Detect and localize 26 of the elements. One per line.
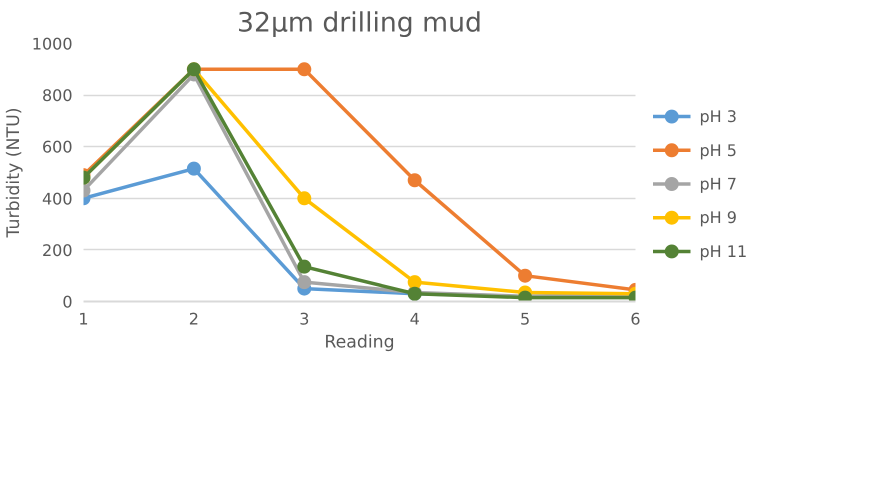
y-tick-label: 200 [42, 240, 73, 260]
legend-label: pH 11 [700, 242, 748, 261]
point [297, 275, 312, 290]
y-tick-label: 1000 [32, 34, 72, 54]
x-tick-label: 1 [78, 310, 89, 328]
point [297, 62, 312, 76]
chart-title: 32μm drilling mud [237, 8, 482, 38]
legend-label: pH 5 [700, 140, 737, 160]
y-tick-label: 800 [42, 86, 73, 106]
y-axis-title: Turbidity (NTU) [4, 107, 24, 238]
x-axis-title: Reading [324, 332, 395, 352]
x-tick-label: 6 [630, 310, 641, 328]
legend-label: pH 9 [700, 208, 737, 228]
point [297, 260, 312, 274]
x-tick-label: 3 [299, 310, 310, 328]
legend-label: pH 7 [700, 174, 737, 194]
legend-label: pH 3 [700, 107, 737, 126]
y-tick-label: 0 [62, 292, 73, 312]
x-tick-label: 4 [410, 310, 420, 328]
x-tick-label: 5 [520, 310, 530, 328]
point [297, 191, 312, 206]
y-tick-label: 400 [42, 189, 73, 208]
y-tick-label: 600 [42, 138, 73, 157]
point [408, 275, 422, 290]
point [408, 173, 422, 188]
x-tick-label: 2 [188, 310, 199, 328]
